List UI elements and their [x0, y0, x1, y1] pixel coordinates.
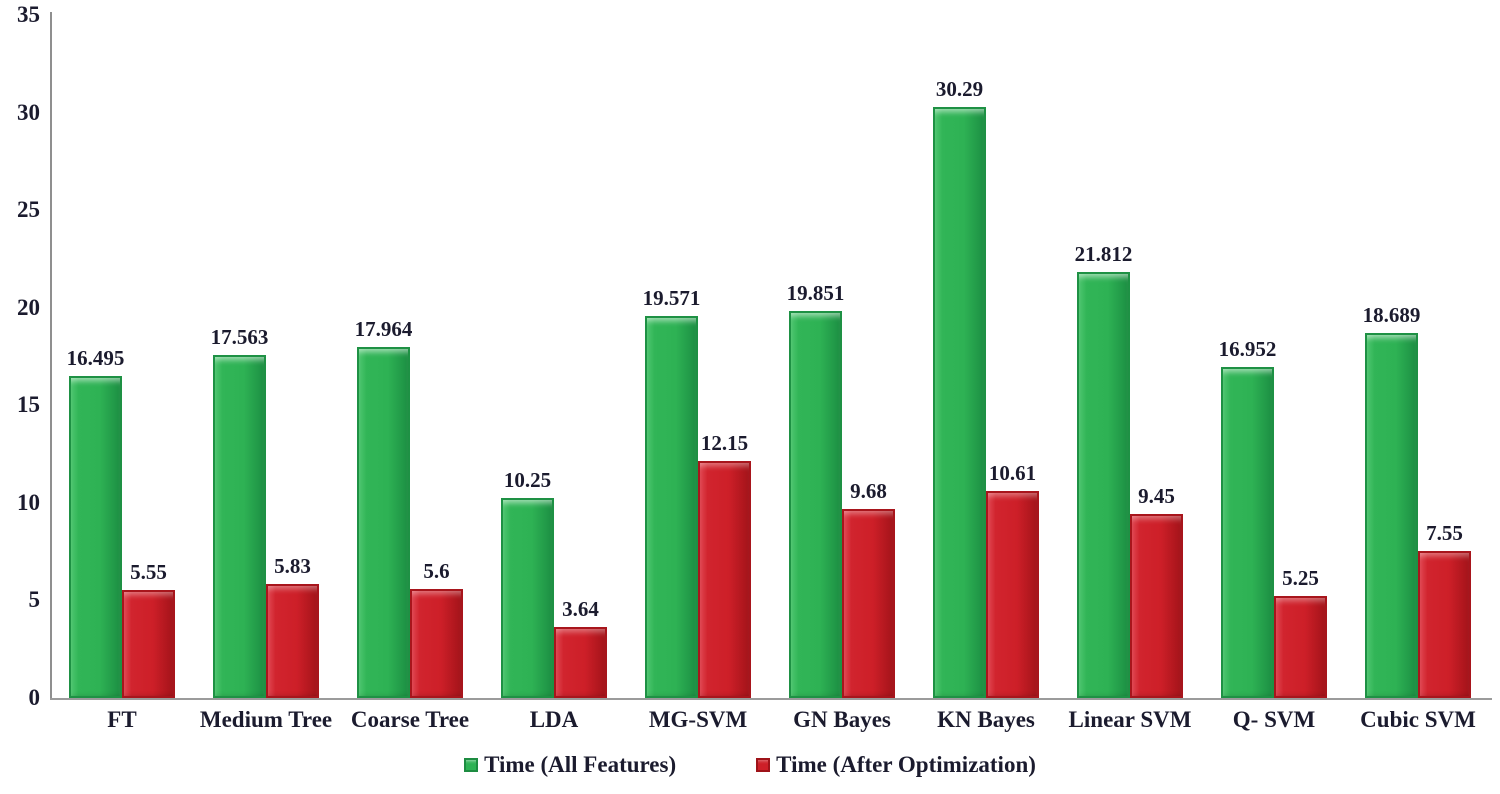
x-category-label: KN Bayes	[937, 707, 1035, 732]
bar-after-optimization: 10.61	[986, 461, 1039, 698]
bar-all-features: 17.563	[211, 325, 268, 698]
bar-value-label: 10.25	[503, 467, 552, 492]
y-tick-label: 5	[28, 587, 41, 613]
legend-label-all-features: Time (All Features)	[484, 752, 677, 777]
bar-value-label: 19.571	[642, 286, 701, 311]
x-category-label: Coarse Tree	[350, 707, 470, 732]
bar-all-features: 16.495	[67, 346, 124, 698]
bar-all-features: 19.851	[787, 281, 844, 698]
bar-value-label: 9.45	[1138, 483, 1175, 508]
bar-value-label: 10.61	[988, 460, 1037, 485]
bar-after-optimization: 5.25	[1274, 566, 1327, 698]
legend-item-after-optimization: Time (After Optimization)	[756, 752, 1036, 778]
bar-after-optimization: 5.6	[410, 559, 463, 698]
bar-all-features: 10.25	[501, 468, 554, 698]
bar-value-label: 21.812	[1074, 242, 1133, 267]
x-category-label: Q- SVM	[1232, 707, 1316, 732]
y-tick-label: 35	[17, 2, 40, 27]
y-tick-label: 10	[17, 489, 40, 515]
bar-after-optimization: 5.55	[122, 560, 175, 698]
legend-item-all-features: Time (All Features)	[464, 752, 676, 778]
bar-after-optimization: 7.55	[1418, 521, 1471, 698]
bar-value-label: 7.55	[1426, 520, 1463, 545]
y-tick-label: 30	[17, 99, 40, 125]
bar-value-label: 3.64	[562, 596, 599, 621]
y-tick-label: 20	[17, 294, 40, 320]
bar-all-features: 21.812	[1075, 242, 1132, 698]
bar-after-optimization: 12.15	[698, 431, 751, 698]
legend: Time (All Features) Time (After Optimiza…	[0, 752, 1500, 778]
y-tick-label: 15	[17, 392, 40, 418]
bar-all-features: 16.952	[1219, 337, 1276, 698]
bar-all-features: 17.964	[355, 317, 412, 698]
x-category-label: Medium Tree	[199, 707, 333, 732]
x-axis-line	[50, 698, 1492, 700]
bar-after-optimization: 9.68	[842, 479, 895, 698]
bar-after-optimization: 9.45	[1130, 484, 1183, 698]
y-tick-label: 25	[17, 197, 40, 223]
x-category-label: Cubic SVM	[1360, 707, 1476, 732]
y-axis-line	[50, 12, 52, 700]
legend-red-swatch-icon	[756, 758, 771, 772]
bar-value-label: 5.25	[1282, 565, 1319, 590]
bar-value-label: 18.689	[1362, 303, 1421, 328]
x-category-label: LDA	[529, 707, 579, 732]
bar-value-label: 17.563	[210, 325, 269, 350]
bar-value-label: 16.495	[66, 346, 125, 371]
y-tick-label: 0	[28, 685, 41, 710]
bar-value-label: 12.15	[700, 430, 749, 455]
bar-value-label: 5.6	[423, 558, 450, 583]
bar-value-label: 16.952	[1218, 337, 1277, 362]
bar-all-features: 30.29	[933, 77, 986, 698]
x-category-label: Linear SVM	[1068, 707, 1192, 732]
x-category-label: GN Bayes	[793, 707, 891, 732]
x-category-label: MG-SVM	[648, 707, 748, 732]
bar-all-features: 19.571	[643, 286, 700, 698]
bar-all-features: 18.689	[1363, 303, 1420, 698]
bar-value-label: 30.29	[935, 76, 984, 101]
bar-after-optimization: 3.64	[554, 597, 607, 698]
legend-green-swatch-icon	[464, 758, 479, 772]
bar-value-label: 17.964	[354, 317, 413, 342]
bar-value-label: 5.83	[274, 554, 311, 579]
x-category-label: FT	[107, 707, 137, 732]
legend-label-after-optimization: Time (After Optimization)	[776, 752, 1036, 777]
bar-value-label: 19.851	[786, 280, 845, 305]
bar-value-label: 5.55	[130, 559, 167, 584]
bar-after-optimization: 5.83	[266, 554, 319, 698]
bar-value-label: 9.68	[850, 479, 887, 504]
